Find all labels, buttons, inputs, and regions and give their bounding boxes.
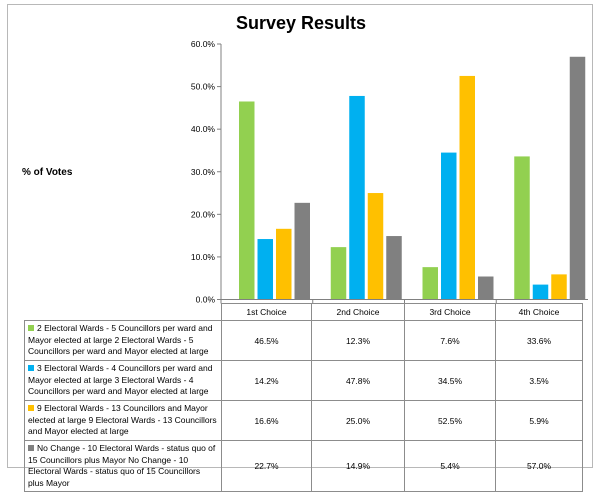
series-name: No Change - 10 Electoral Wards - status … — [28, 443, 216, 488]
legend-swatch — [28, 405, 34, 412]
table-row: No Change - 10 Electoral Wards - status … — [24, 440, 583, 492]
data-label: 14.9% — [311, 440, 405, 492]
bar-series-3-3rd-choice — [459, 75, 475, 300]
bar-series-3-2nd-choice — [367, 193, 384, 300]
data-label: 5.4% — [404, 440, 496, 492]
bar-series-4-3rd-choice — [478, 276, 494, 300]
table-row: 2 Electoral Wards - 5 Councillors per wa… — [24, 320, 583, 361]
legend-swatch — [28, 445, 34, 451]
data-label: 12.3% — [311, 320, 405, 361]
data-label: 25.0% — [311, 400, 405, 441]
data-label: 7.6% — [404, 320, 496, 361]
legend-entry: 3 Electoral Wards - 4 Councillors per wa… — [24, 360, 222, 401]
data-label: 33.6% — [495, 320, 583, 361]
legend-swatch — [28, 325, 34, 332]
data-table: 1st Choice 2nd Choice 3rd Choice 4th Cho… — [24, 303, 583, 492]
y-tick-label: 60.0% — [191, 39, 216, 49]
bar-series-2-4th-choice — [532, 284, 549, 300]
category-label: 1st Choice — [221, 303, 312, 321]
series-name: 9 Electoral Wards - 13 Councillors and M… — [28, 403, 217, 437]
legend-entry: No Change - 10 Electoral Wards - status … — [24, 440, 222, 492]
bar-series-2-1st-choice — [257, 239, 273, 300]
series-name: 2 Electoral Wards - 5 Councillors per wa… — [28, 323, 213, 357]
data-label: 34.5% — [404, 360, 496, 401]
bar-series-4-1st-choice — [294, 202, 310, 300]
data-label: 22.7% — [221, 440, 312, 492]
y-tick-label: 50.0% — [191, 82, 216, 92]
chart-frame: Survey Results % of Votes 0.0% 10.0% 20.0%… — [7, 4, 593, 492]
chart-plot-area: 0.0% 10.0% 20.0% 30.0% 40.0% 50.0% 60.0% — [191, 39, 588, 305]
legend-entry: 9 Electoral Wards - 13 Councillors and M… — [24, 400, 222, 441]
legend-swatch — [28, 365, 34, 372]
category-label: 4th Choice — [495, 303, 583, 321]
category-label: 2nd Choice — [311, 303, 405, 321]
table-header-row: 1st Choice 2nd Choice 3rd Choice 4th Cho… — [24, 303, 583, 321]
bar-series-2-3rd-choice — [441, 152, 457, 300]
data-label: 5.9% — [495, 400, 583, 441]
table-row: 3 Electoral Wards - 4 Councillors per wa… — [24, 360, 583, 401]
bar-series-1-1st-choice — [239, 101, 255, 300]
y-axis-label: % of Votes — [22, 167, 73, 178]
bar-series-2-2nd-choice — [349, 95, 365, 300]
bar-series-3-1st-choice — [276, 228, 292, 300]
data-label: 57.0% — [495, 440, 583, 492]
data-label: 52.5% — [404, 400, 496, 441]
bar-series-3-4th-choice — [551, 274, 567, 300]
data-label: 3.5% — [495, 360, 583, 401]
y-tick-label: 30.0% — [191, 167, 216, 177]
bar-series-4-4th-choice — [569, 56, 586, 300]
legend-entry: 2 Electoral Wards - 5 Councillors per wa… — [24, 320, 222, 361]
data-label: 16.6% — [221, 400, 312, 441]
y-tick-label: 20.0% — [191, 209, 216, 219]
table-corner-cell — [24, 303, 222, 321]
data-label: 14.2% — [221, 360, 312, 401]
y-tick-label: 0.0% — [196, 295, 216, 305]
category-label: 3rd Choice — [404, 303, 496, 321]
chart-title: Survey Results — [235, 13, 367, 33]
data-label: 46.5% — [221, 320, 312, 361]
data-label: 47.8% — [311, 360, 405, 401]
bar-series-1-4th-choice — [514, 156, 530, 300]
table-row: 9 Electoral Wards - 13 Councillors and M… — [24, 400, 583, 441]
bar-series-1-2nd-choice — [330, 247, 347, 300]
bar-series-1-3rd-choice — [422, 267, 438, 300]
bar-series-4-2nd-choice — [386, 236, 402, 300]
y-tick-label: 40.0% — [191, 124, 216, 134]
series-name: 3 Electoral Wards - 4 Councillors per wa… — [28, 363, 213, 397]
y-tick-label: 10.0% — [191, 252, 216, 262]
